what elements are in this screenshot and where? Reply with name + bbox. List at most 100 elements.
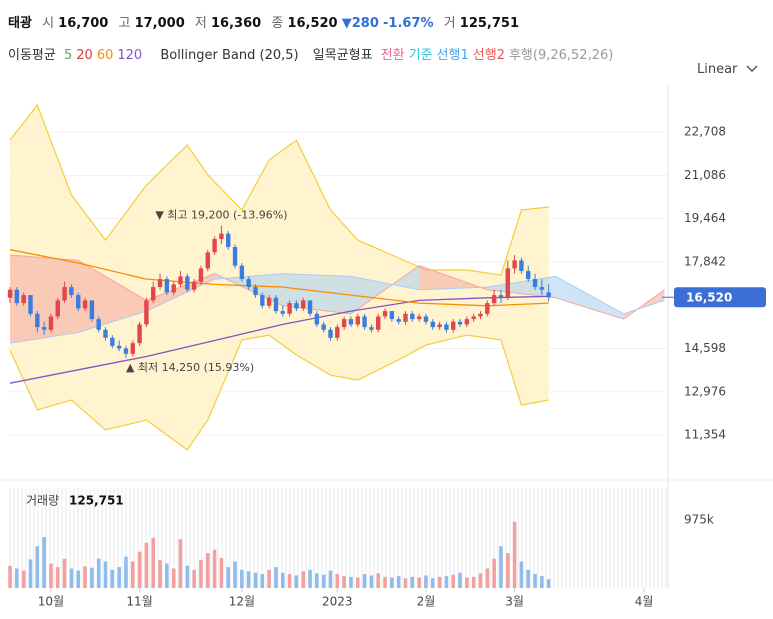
volume-bar <box>96 558 101 588</box>
scale-label: Linear <box>697 62 738 77</box>
volume-bar <box>308 569 312 588</box>
legend-entry: 기준 <box>408 48 433 63</box>
candle-body <box>491 295 497 304</box>
stock-name: 태광 <box>8 16 32 31</box>
cloud-segment <box>487 276 556 298</box>
volume-bar <box>396 576 401 588</box>
last-price-box <box>674 287 766 308</box>
legend-entry: 5 <box>63 48 73 63</box>
volume-bar <box>260 574 265 588</box>
chevron <box>746 65 758 73</box>
candle-body <box>423 316 429 322</box>
candle-body <box>369 327 374 330</box>
volume-bar <box>335 574 340 588</box>
candle-body <box>185 276 190 290</box>
volume-bar <box>192 569 196 588</box>
candle-body <box>69 287 74 296</box>
candle-body <box>130 343 135 354</box>
x-tick-label: 2월 <box>417 595 436 609</box>
volume-bar <box>253 572 258 588</box>
volume-bar <box>205 553 210 588</box>
volume-bar <box>103 561 108 588</box>
bollinger-lower <box>9 334 549 451</box>
candle-body <box>355 316 360 325</box>
cloud-segment <box>350 265 420 314</box>
candle-body <box>144 300 149 325</box>
volume-bar <box>437 576 442 588</box>
volume-bar <box>90 567 94 588</box>
candle-body <box>151 287 156 301</box>
indicator-legend[interactable]: 이동평균 5 20 60 120 Bollinger Band (20,5) 일목균형… <box>8 44 621 63</box>
legend-entry: 선행2 <box>472 48 505 63</box>
candle-body <box>410 313 415 320</box>
candle-body <box>219 233 224 240</box>
y-tick-label: 19,464 <box>684 211 726 225</box>
volume-bar <box>390 577 394 588</box>
volume-bar <box>165 563 169 588</box>
candle-body <box>314 313 320 325</box>
candle-body <box>164 279 170 293</box>
candle-body <box>505 268 510 298</box>
candle-body <box>28 295 33 314</box>
x-tick-label: 2023 <box>322 595 353 609</box>
candle-body <box>273 297 279 312</box>
volume-bar <box>212 549 217 588</box>
candle-body <box>21 295 26 304</box>
volume-bar <box>8 565 12 588</box>
volume-background <box>8 488 668 588</box>
volume-tick-label: 975k <box>684 513 714 527</box>
volume-bar <box>342 576 346 588</box>
open: 16,700 <box>58 16 109 31</box>
candle-body <box>532 279 538 288</box>
cloud-segment <box>146 273 215 312</box>
candle-body <box>103 329 108 338</box>
ma-periods: 5 20 60 120 <box>64 48 146 63</box>
candle-body <box>116 345 122 349</box>
scale-selector[interactable]: Linear <box>697 62 758 77</box>
candle-body <box>82 300 88 309</box>
volume-bar <box>362 574 367 588</box>
legend-entry: 120 <box>117 48 143 63</box>
volume-bar <box>49 563 53 588</box>
volume-title: 거래량 <box>26 494 59 508</box>
volume-bar <box>444 576 449 588</box>
candle-body <box>498 295 504 298</box>
high: 17,000 <box>134 16 185 31</box>
cloud-segment <box>10 255 79 344</box>
candle-body <box>437 324 442 328</box>
volume-bar <box>417 577 421 588</box>
volume-bar <box>144 542 149 588</box>
candle-body <box>246 279 251 288</box>
y-tick-label: 22,708 <box>684 125 726 139</box>
cloud-segment <box>623 289 665 320</box>
last-price-label: 16,520 <box>686 291 732 305</box>
candle-body <box>157 279 163 288</box>
volume-bar <box>21 570 26 588</box>
candle-body <box>321 324 326 330</box>
volume-bar <box>110 569 115 588</box>
candle-body <box>287 303 292 314</box>
volume-bar <box>130 561 135 588</box>
y-tick-label: 11,354 <box>684 428 726 442</box>
volume-bar <box>505 553 510 588</box>
candle-body <box>328 329 333 338</box>
y-tick-label: 17,842 <box>684 254 726 268</box>
candle-body <box>444 324 449 330</box>
candle-body <box>123 348 129 354</box>
candle-body <box>396 319 401 322</box>
legend-entry: 선행1 <box>436 48 469 63</box>
volume-bar <box>465 577 469 588</box>
close: 16,520 <box>287 16 338 31</box>
legend-entry: 20 <box>76 48 93 63</box>
bollinger-fill <box>10 105 549 450</box>
volume-bar <box>533 574 537 588</box>
candle-body <box>239 265 245 280</box>
volume-bar <box>35 546 40 588</box>
quote-header: 태광 시 16,700 고 17,000 저 16,360 종 16,520 ▼… <box>8 12 519 31</box>
y-tick-label: 21,086 <box>684 168 726 182</box>
lead-span-2 <box>9 273 665 344</box>
candle-body <box>191 281 197 290</box>
volume-bar <box>349 576 353 588</box>
candle-body <box>260 295 265 306</box>
